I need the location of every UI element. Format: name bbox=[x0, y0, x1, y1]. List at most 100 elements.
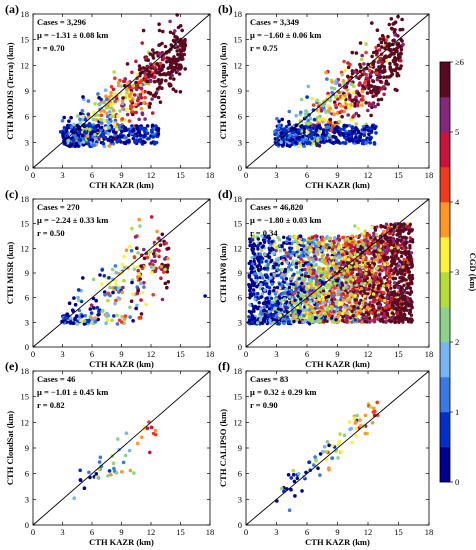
data-point bbox=[399, 64, 403, 68]
data-point bbox=[392, 238, 396, 243]
data-point bbox=[259, 307, 263, 311]
data-point bbox=[150, 271, 154, 275]
data-point bbox=[151, 135, 155, 139]
data-point bbox=[131, 83, 136, 88]
data-point bbox=[280, 117, 285, 122]
data-point bbox=[310, 96, 315, 101]
data-point bbox=[371, 280, 376, 285]
data-point bbox=[362, 72, 367, 76]
data-point bbox=[267, 286, 272, 290]
data-point bbox=[267, 258, 271, 262]
data-point bbox=[384, 79, 389, 83]
data-point bbox=[306, 251, 311, 255]
data-point bbox=[135, 265, 140, 269]
data-point bbox=[79, 299, 84, 304]
data-point bbox=[76, 288, 81, 292]
data-point bbox=[317, 118, 322, 122]
data-point bbox=[370, 304, 375, 308]
data-point bbox=[113, 286, 118, 290]
data-point bbox=[272, 288, 276, 293]
data-point bbox=[114, 279, 118, 283]
data-point bbox=[354, 122, 359, 126]
data-point bbox=[172, 55, 176, 59]
data-point bbox=[326, 104, 330, 108]
data-point bbox=[394, 320, 398, 324]
data-point bbox=[112, 122, 117, 127]
data-point bbox=[138, 83, 143, 87]
data-point bbox=[148, 262, 152, 266]
data-point bbox=[97, 309, 101, 314]
data-point bbox=[304, 249, 308, 254]
data-point bbox=[155, 62, 159, 66]
data-point bbox=[167, 56, 171, 61]
data-point bbox=[130, 129, 135, 133]
data-point bbox=[363, 229, 367, 233]
data-point bbox=[136, 251, 140, 255]
data-point bbox=[298, 237, 303, 241]
data-point bbox=[373, 85, 377, 89]
data-point bbox=[325, 256, 329, 260]
data-point bbox=[376, 60, 381, 64]
data-point bbox=[267, 239, 271, 243]
data-point bbox=[369, 129, 374, 134]
data-point bbox=[103, 88, 108, 92]
data-point bbox=[121, 285, 125, 290]
data-point bbox=[301, 263, 306, 268]
data-point bbox=[333, 286, 337, 290]
data-point bbox=[267, 291, 271, 296]
data-point bbox=[74, 141, 79, 146]
data-point bbox=[301, 295, 305, 299]
y-tick-label: 12 bbox=[234, 60, 243, 70]
data-point bbox=[131, 112, 135, 117]
data-point bbox=[346, 104, 351, 109]
data-point bbox=[359, 132, 364, 136]
data-point bbox=[88, 307, 93, 311]
data-point bbox=[350, 50, 355, 55]
data-point bbox=[356, 278, 360, 283]
data-point bbox=[249, 259, 253, 264]
data-point bbox=[330, 298, 334, 302]
data-point bbox=[329, 86, 334, 90]
data-point bbox=[373, 277, 377, 281]
data-point bbox=[107, 121, 111, 125]
data-point bbox=[381, 320, 385, 324]
data-point bbox=[306, 130, 310, 135]
data-point bbox=[406, 251, 410, 255]
data-point bbox=[102, 109, 106, 113]
data-point bbox=[161, 65, 165, 69]
data-point bbox=[143, 126, 147, 131]
data-point bbox=[122, 79, 126, 84]
data-point bbox=[262, 308, 266, 312]
data-point bbox=[148, 79, 153, 84]
data-point bbox=[277, 123, 281, 127]
data-point bbox=[295, 250, 299, 254]
data-point bbox=[134, 124, 139, 128]
data-point bbox=[135, 303, 139, 308]
data-point bbox=[148, 102, 152, 106]
data-point bbox=[253, 297, 257, 301]
data-point bbox=[383, 276, 387, 280]
data-point bbox=[363, 252, 367, 256]
data-point bbox=[119, 320, 124, 324]
data-point bbox=[168, 62, 173, 67]
data-point bbox=[386, 227, 390, 232]
data-point bbox=[327, 246, 331, 250]
data-point bbox=[312, 117, 317, 122]
data-point bbox=[73, 317, 77, 322]
data-point bbox=[320, 238, 324, 242]
x-tick-label: 3 bbox=[60, 349, 64, 359]
data-point bbox=[157, 22, 161, 27]
data-point bbox=[97, 136, 101, 140]
data-point bbox=[383, 241, 387, 245]
data-point bbox=[358, 62, 362, 67]
data-point bbox=[379, 224, 383, 228]
data-point bbox=[138, 224, 142, 228]
x-axis-title: CTH KAZR (km) bbox=[89, 359, 154, 369]
data-point bbox=[117, 124, 122, 128]
data-point bbox=[127, 94, 132, 98]
data-point bbox=[134, 59, 138, 64]
data-point bbox=[364, 316, 368, 320]
data-point bbox=[390, 27, 395, 31]
data-point bbox=[370, 102, 375, 106]
data-point bbox=[383, 265, 387, 270]
